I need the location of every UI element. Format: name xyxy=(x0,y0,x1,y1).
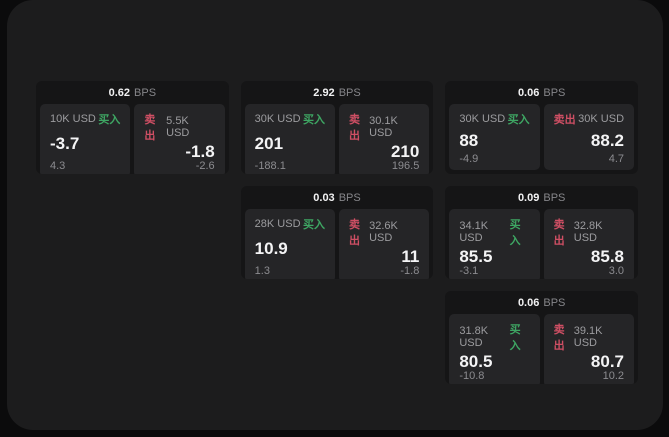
bps-unit: BPS xyxy=(338,191,361,204)
buy-amount: 31.8K USD xyxy=(459,325,489,349)
sell-tile[interactable]: 卖出 30K USD 88.2 4.7 xyxy=(543,104,635,170)
sell-tile[interactable]: 卖出 32.6K USD 11 -1.8 xyxy=(339,209,430,279)
buy-price: 85.5 xyxy=(459,247,493,266)
quote-card: 0.62 BPS 10K USD 买入 -3.7 4.3 卖出 5.5K USD xyxy=(36,81,229,174)
buy-price: -3.7 xyxy=(50,134,80,153)
bps-value: 0.62 xyxy=(108,86,131,99)
quote-card: 0.06 BPS 31.8K USD 买入 80.5 -10.8 卖出 39.1… xyxy=(445,291,638,384)
card-body: 34.1K USD 买入 85.5 -3.1 卖出 32.8K USD 85.8… xyxy=(445,209,638,279)
sell-button[interactable]: 卖出 xyxy=(349,114,360,142)
sell-tile[interactable]: 卖出 5.5K USD -1.8 -2.6 xyxy=(134,104,225,174)
buy-price: 10.9 xyxy=(254,239,288,258)
buy-tile[interactable]: 34.1K USD 买入 85.5 -3.1 xyxy=(449,209,540,279)
sell-amount: 32.6K USD xyxy=(369,220,398,244)
sell-price: 85.8 xyxy=(590,247,625,266)
bps-value: 0.03 xyxy=(313,191,335,204)
sell-delta: 4.7 xyxy=(608,153,625,165)
card-body: 10K USD 买入 -3.7 4.3 卖出 5.5K USD -1.8 -2.… xyxy=(36,104,229,174)
sell-delta: -1.8 xyxy=(400,265,420,277)
buy-amount: 28K USD xyxy=(254,218,301,230)
buy-button[interactable]: 买入 xyxy=(98,114,121,126)
sell-tile[interactable]: 卖出 30.1K USD 210 196.5 xyxy=(339,104,430,174)
quote-card: 2.92 BPS 30K USD 买入 201 -188.1 卖出 30.1K … xyxy=(240,81,434,174)
buy-tile[interactable]: 31.8K USD 买入 80.5 -10.8 xyxy=(449,314,540,384)
buy-delta: 4.3 xyxy=(50,160,66,172)
buy-delta: -188.1 xyxy=(254,160,286,172)
bps-value: 0.06 xyxy=(517,296,540,309)
bps-value: 0.06 xyxy=(517,86,540,99)
buy-amount: 30K USD xyxy=(254,113,301,125)
buy-button[interactable]: 买入 xyxy=(303,219,325,231)
sell-button[interactable]: 卖出 xyxy=(553,219,565,247)
sell-tile[interactable]: 卖出 39.1K USD 80.7 10.2 xyxy=(543,314,635,384)
bps-unit: BPS xyxy=(543,296,566,309)
sell-amount: 5.5K USD xyxy=(166,115,190,139)
buy-amount: 10K USD xyxy=(50,113,96,125)
buy-delta: -3.1 xyxy=(459,265,479,277)
bps-unit: BPS xyxy=(543,191,566,204)
card-body: 30K USD 买入 201 -188.1 卖出 30.1K USD 210 1… xyxy=(241,104,434,174)
buy-tile[interactable]: 10K USD 买入 -3.7 4.3 xyxy=(40,104,131,174)
buy-button[interactable]: 买入 xyxy=(509,324,521,352)
sell-delta: 196.5 xyxy=(391,160,420,172)
sell-button[interactable]: 卖出 xyxy=(144,114,156,142)
card-header: 0.09 BPS xyxy=(445,186,638,209)
buy-button[interactable]: 买入 xyxy=(507,114,530,126)
buy-amount: 30K USD xyxy=(459,113,506,125)
sell-delta: -2.6 xyxy=(195,160,215,172)
bps-unit: BPS xyxy=(134,86,157,99)
sell-button[interactable]: 卖出 xyxy=(553,114,576,126)
buy-delta: -4.9 xyxy=(459,153,479,165)
card-body: 28K USD 买入 10.9 1.3 卖出 32.6K USD 11 -1.8 xyxy=(241,209,434,279)
bps-value: 2.92 xyxy=(313,86,335,99)
sell-amount: 39.1K USD xyxy=(573,325,603,349)
bps-value: 0.09 xyxy=(517,191,540,204)
sell-price: 88.2 xyxy=(590,130,625,150)
quote-card-grid: 0.62 BPS 10K USD 买入 -3.7 4.3 卖出 5.5K USD xyxy=(36,81,638,384)
buy-price: 80.5 xyxy=(459,352,493,371)
bps-unit: BPS xyxy=(338,86,361,99)
card-header: 0.03 BPS xyxy=(241,186,434,209)
card-body: 30K USD 买入 88 -4.9 卖出 30K USD 88.2 4.7 xyxy=(445,104,638,174)
sell-delta: 3.0 xyxy=(608,265,625,277)
buy-tile[interactable]: 30K USD 买入 88 -4.9 xyxy=(449,104,540,170)
quote-card: 0.03 BPS 28K USD 买入 10.9 1.3 卖出 32.6K US… xyxy=(240,186,434,279)
sell-price: 11 xyxy=(401,247,420,266)
sell-price: 80.7 xyxy=(590,352,625,371)
quote-board-panel: 0.62 BPS 10K USD 买入 -3.7 4.3 卖出 5.5K USD xyxy=(7,0,663,430)
quote-card: 0.09 BPS 34.1K USD 买入 85.5 -3.1 卖出 32.8K… xyxy=(445,186,638,279)
buy-tile[interactable]: 30K USD 买入 201 -188.1 xyxy=(244,104,335,174)
sell-button[interactable]: 卖出 xyxy=(349,219,360,247)
sell-delta: 10.2 xyxy=(602,370,625,382)
buy-amount: 34.1K USD xyxy=(459,220,489,244)
buy-tile[interactable]: 28K USD 买入 10.9 1.3 xyxy=(244,209,335,279)
buy-button[interactable]: 买入 xyxy=(509,219,521,247)
sell-amount: 30K USD xyxy=(578,113,625,125)
sell-price: -1.8 xyxy=(185,142,215,161)
card-header: 0.06 BPS xyxy=(445,81,638,104)
buy-button[interactable]: 买入 xyxy=(303,114,325,126)
sell-button[interactable]: 卖出 xyxy=(553,324,565,352)
sell-amount: 32.8K USD xyxy=(573,220,603,244)
buy-price: 88 xyxy=(459,130,479,150)
sell-price: 210 xyxy=(390,142,420,161)
buy-price: 201 xyxy=(254,134,284,153)
card-body: 31.8K USD 买入 80.5 -10.8 卖出 39.1K USD 80.… xyxy=(445,314,638,384)
sell-amount: 30.1K USD xyxy=(369,115,398,139)
card-header: 0.62 BPS xyxy=(36,81,229,104)
bps-unit: BPS xyxy=(543,86,566,99)
quote-card: 0.06 BPS 30K USD 买入 88 -4.9 卖出 30K USD xyxy=(445,81,638,174)
card-header: 0.06 BPS xyxy=(445,291,638,314)
buy-delta: -10.8 xyxy=(459,370,485,382)
buy-delta: 1.3 xyxy=(254,265,270,277)
card-header: 2.92 BPS xyxy=(241,81,434,104)
sell-tile[interactable]: 卖出 32.8K USD 85.8 3.0 xyxy=(543,209,635,279)
